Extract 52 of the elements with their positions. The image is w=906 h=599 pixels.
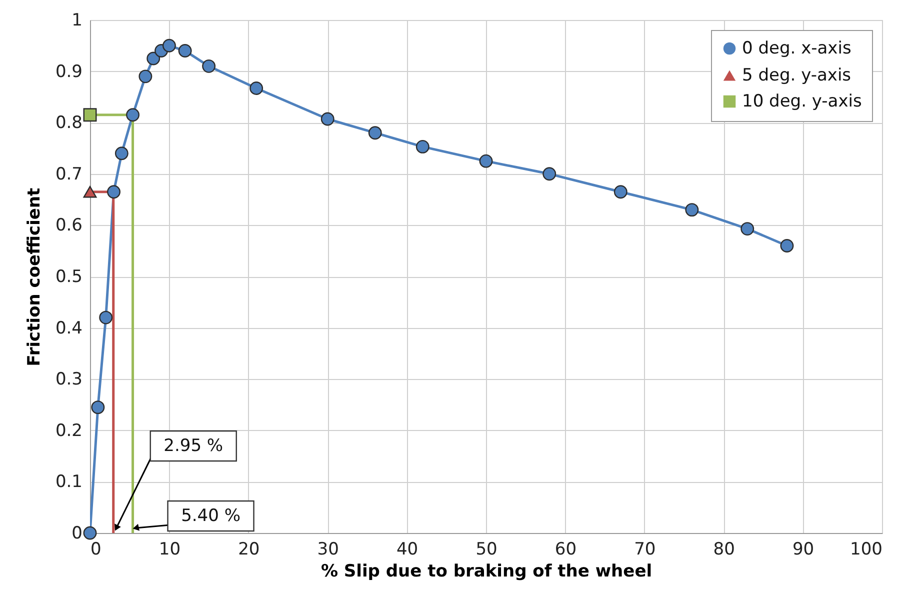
- x-tick-label: 90: [792, 540, 814, 560]
- x-tick-label: 100: [850, 540, 882, 560]
- x-tick-label: 50: [476, 540, 498, 560]
- point: [83, 108, 97, 122]
- point: [416, 140, 430, 154]
- y-tick-label: 0.7: [55, 164, 82, 184]
- point: [99, 310, 113, 324]
- legend-label: 10 deg. y-axis: [742, 92, 862, 112]
- y-tick-label: 0.4: [55, 318, 82, 338]
- x-tick-label: 0: [90, 540, 102, 560]
- legend-label: 0 deg. x-axis: [742, 38, 852, 58]
- y-tick-label: 1: [72, 10, 82, 30]
- y-tick-label: 0: [72, 524, 82, 544]
- point: [146, 52, 160, 66]
- x-tick-label: 20: [238, 540, 260, 560]
- y-tick-label: 0.9: [55, 62, 82, 82]
- point: [162, 38, 176, 52]
- x-tick-label: 80: [713, 540, 735, 560]
- y-tick-label: 0.2: [55, 420, 82, 441]
- x-tick-label: 10: [158, 540, 181, 560]
- y-tick-label: 0.6: [55, 216, 82, 236]
- point: [91, 400, 105, 414]
- x-tick-label: 70: [634, 540, 656, 560]
- point: [138, 70, 152, 84]
- legend-label: 5 deg. y-axis: [742, 66, 852, 86]
- y-axis-title: Friction coefficient: [24, 188, 44, 366]
- annotation: 5.40 %: [181, 506, 240, 526]
- point: [250, 82, 264, 95]
- y-tick-label: 0.3: [55, 370, 82, 390]
- point: [780, 239, 794, 252]
- y-tick-label: 0.5: [55, 267, 82, 287]
- point: [107, 185, 120, 199]
- point: [368, 126, 382, 140]
- point: [479, 154, 493, 168]
- point: [614, 185, 628, 199]
- y-tick-label: 0.8: [55, 113, 82, 134]
- point: [202, 59, 216, 73]
- x-tick-label: 60: [554, 540, 577, 560]
- x-tick-label: 30: [317, 540, 339, 560]
- point: [320, 112, 334, 126]
- point: [83, 186, 97, 198]
- point: [126, 108, 140, 122]
- point: [740, 222, 754, 236]
- point: [178, 44, 192, 58]
- point: [542, 167, 556, 181]
- x-axis-title: % Slip due to braking of the wheel: [320, 562, 652, 582]
- annotation: 2.95 %: [164, 436, 224, 456]
- point: [83, 526, 97, 540]
- point: [114, 146, 128, 160]
- point: [685, 203, 699, 217]
- x-tick-label: 40: [396, 540, 418, 560]
- y-tick-label: 0.1: [55, 472, 82, 492]
